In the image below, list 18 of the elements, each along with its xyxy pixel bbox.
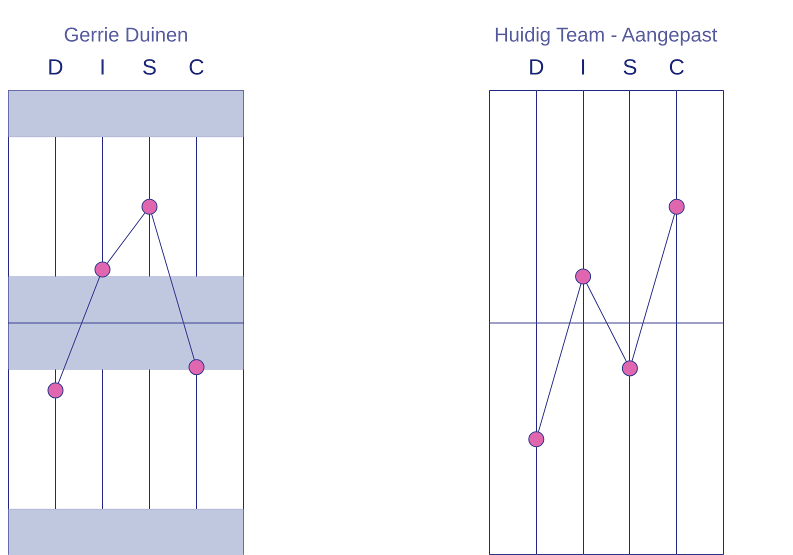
x-tick-label: D	[48, 54, 64, 80]
point	[575, 268, 592, 284]
x-tick-label: I	[99, 54, 106, 80]
x-tick-label: S	[622, 54, 638, 80]
point	[48, 382, 64, 398]
x-tick-label: C	[668, 54, 685, 80]
x-tick-label: I	[580, 54, 586, 80]
x-tick-label: S	[142, 54, 157, 80]
point	[188, 359, 204, 376]
x-tick-label: C	[188, 54, 205, 80]
point	[668, 198, 685, 215]
chart-title: Gerrie Duinen	[64, 24, 188, 46]
point	[142, 198, 158, 215]
point	[622, 360, 638, 376]
chart-title: Huidig Team - Aangepast	[494, 24, 718, 46]
point	[528, 431, 544, 448]
point	[94, 262, 110, 278]
x-tick-label: D	[528, 54, 544, 80]
